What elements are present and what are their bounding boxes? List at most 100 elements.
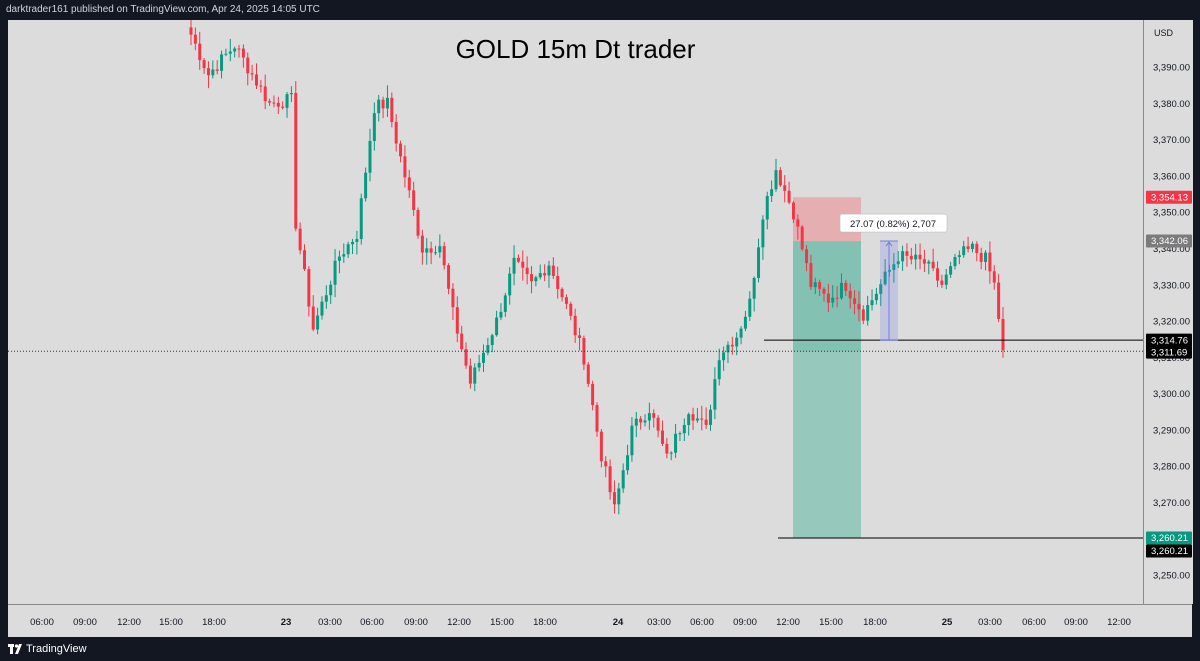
time-scale[interactable]: 06:00 09:00 12:00 15:00 18:00 23 03:00 06:00 09:… xyxy=(8,604,1192,638)
candle xyxy=(259,80,263,93)
candle xyxy=(477,354,481,372)
time-tick-label: 06:00 xyxy=(360,617,384,628)
candle xyxy=(346,241,350,259)
candle xyxy=(739,326,743,345)
publish-bar: darktrader161 published on TradingView.c… xyxy=(0,0,1200,20)
candle xyxy=(307,266,311,317)
candle xyxy=(857,291,861,322)
candle xyxy=(944,268,948,290)
time-tick-label: 15:00 xyxy=(490,617,514,628)
candle xyxy=(608,459,612,500)
candle xyxy=(425,238,429,265)
candle xyxy=(765,191,769,230)
candle xyxy=(285,92,289,118)
candle xyxy=(927,259,931,275)
candle xyxy=(997,273,1001,323)
time-tick-label: 03:00 xyxy=(978,617,1002,628)
candle xyxy=(713,367,717,420)
candle xyxy=(901,245,905,271)
candle xyxy=(490,333,494,353)
candle xyxy=(189,20,193,46)
price-tick-label: 3,370.00 xyxy=(1153,135,1190,146)
candle xyxy=(822,287,826,302)
candle xyxy=(966,236,970,253)
candle xyxy=(931,248,935,272)
target-price-tag: 3,260.21 xyxy=(1146,531,1192,545)
candle xyxy=(385,85,389,117)
candle xyxy=(268,98,272,106)
candle xyxy=(809,254,813,290)
candle xyxy=(272,95,276,108)
candle xyxy=(337,250,341,274)
measure-label-text: 27.07 (0.82%) 2,707 xyxy=(850,219,936,230)
candle xyxy=(564,294,568,310)
time-tick-label: 06:00 xyxy=(30,617,54,628)
candle xyxy=(399,140,403,163)
price-tick-label: 3,350.00 xyxy=(1153,208,1190,219)
footer-brand: TradingView xyxy=(26,643,87,655)
candle xyxy=(464,342,468,369)
time-tick-label: 09:00 xyxy=(1064,617,1088,628)
candle xyxy=(870,289,874,311)
candle xyxy=(516,254,520,264)
price-scale[interactable]: USD 3,390.00 3,380.00 3,370.00 3,360.00 3,35… xyxy=(1143,20,1193,604)
candle xyxy=(984,250,988,271)
target-line-price-tag: 3,260.21 xyxy=(1146,544,1192,558)
candle xyxy=(748,291,752,321)
time-tick-label: 09:00 xyxy=(733,617,757,628)
candle xyxy=(381,96,385,119)
price-tick-label: 3,320.00 xyxy=(1153,317,1190,328)
take-profit-zone[interactable] xyxy=(793,241,861,538)
candle xyxy=(198,31,202,70)
candle xyxy=(377,95,381,122)
candle xyxy=(503,292,507,317)
time-tick-label: 06:00 xyxy=(1022,617,1046,628)
candle xyxy=(726,341,730,364)
candle xyxy=(368,128,372,182)
time-tick-label: 06:00 xyxy=(690,617,714,628)
chart-pane[interactable]: 27.07 (0.82%) 2,707 GOLD 15m Dt trader xyxy=(8,20,1143,604)
candle xyxy=(460,325,464,352)
last-price-tag: 3,311.69 xyxy=(1146,345,1192,359)
candle xyxy=(660,420,664,447)
candle xyxy=(988,241,992,284)
candle xyxy=(250,64,254,81)
time-tick-label: 12:00 xyxy=(776,617,800,628)
candle xyxy=(757,238,761,283)
svg-text:3,260.21: 3,260.21 xyxy=(1151,533,1188,544)
candle xyxy=(909,247,913,265)
candle xyxy=(770,180,774,202)
price-axis: 3,390.00 3,380.00 3,370.00 3,360.00 3,350.00… xyxy=(1146,63,1192,581)
candle xyxy=(783,175,787,203)
candle xyxy=(294,81,298,232)
time-tick-label: 03:00 xyxy=(647,617,671,628)
candle xyxy=(647,402,651,430)
candle xyxy=(604,456,608,478)
svg-text:3,342.06: 3,342.06 xyxy=(1151,236,1188,247)
time-axis: 06:00 09:00 12:00 15:00 18:00 23 03:00 06:00 09:… xyxy=(30,617,1131,628)
candle xyxy=(922,249,926,272)
candlestick-chart[interactable]: 27.07 (0.82%) 2,707 xyxy=(8,20,1143,604)
candle xyxy=(905,243,909,267)
candle xyxy=(761,215,765,260)
candle xyxy=(521,250,525,281)
candle xyxy=(813,277,817,295)
chart-title: GOLD 15m Dt trader xyxy=(455,34,696,64)
line-price-tag: 3,314.76 xyxy=(1146,333,1192,347)
candle xyxy=(342,243,346,263)
candle xyxy=(495,310,499,337)
candle xyxy=(992,265,996,290)
candle xyxy=(835,286,839,308)
candle xyxy=(778,167,782,187)
candle xyxy=(390,92,394,128)
candle xyxy=(499,303,503,321)
candle xyxy=(281,101,285,110)
measure-label: 27.07 (0.82%) 2,707 xyxy=(839,213,948,233)
price-tick-label: 3,250.00 xyxy=(1153,570,1190,581)
candle xyxy=(534,275,538,287)
price-tick-label: 3,380.00 xyxy=(1153,99,1190,110)
candle xyxy=(883,259,887,286)
candle xyxy=(420,229,424,265)
time-tick-label: 03:00 xyxy=(318,617,342,628)
